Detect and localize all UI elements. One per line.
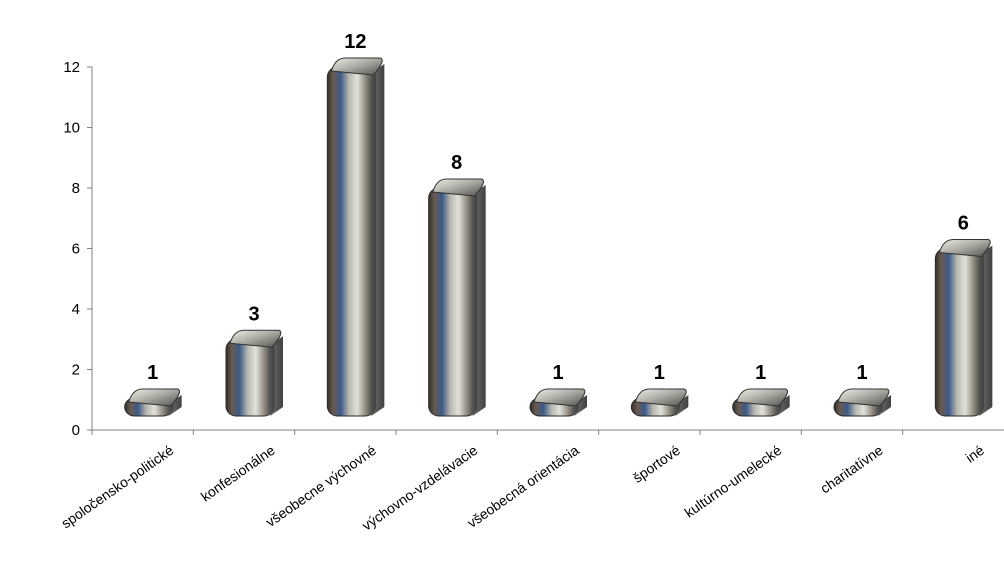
bar-body xyxy=(428,187,478,417)
bars-layer xyxy=(124,57,993,417)
bar-body xyxy=(225,338,275,417)
y-tick-label: 6 xyxy=(72,241,80,258)
bar-side xyxy=(168,395,182,416)
bar-side xyxy=(878,395,891,416)
labels-layer: 0 2 4 6 8 10 12 1 3 12 8 1 1 1 1 6 spoločensko-politické… xyxy=(58,31,987,534)
axis-layer xyxy=(87,66,1004,435)
category-label: charitatívne xyxy=(817,442,886,497)
bar-top xyxy=(634,388,687,407)
bar-side xyxy=(270,336,283,416)
bar-top xyxy=(837,388,890,407)
category-label: konfesionálne xyxy=(198,442,278,505)
bar-body xyxy=(934,248,984,417)
bar xyxy=(630,388,689,417)
bar xyxy=(428,178,486,417)
data-label: 6 xyxy=(958,213,969,235)
bar-top xyxy=(229,329,282,348)
data-label: 8 xyxy=(451,152,462,174)
bar xyxy=(124,388,182,417)
category-label: športové xyxy=(630,442,683,486)
bar-top xyxy=(938,239,991,258)
bar-body xyxy=(326,66,376,417)
y-tick-label: 4 xyxy=(72,301,80,318)
data-label: 12 xyxy=(344,31,366,53)
data-label: 1 xyxy=(856,362,867,384)
bar-side xyxy=(776,395,790,416)
bar-side xyxy=(979,245,993,416)
bar xyxy=(529,388,587,417)
bar-side xyxy=(371,64,385,416)
y-tick-label: 8 xyxy=(72,180,80,197)
bar-top xyxy=(330,57,383,76)
category-label: spoločensko-politické xyxy=(58,442,176,532)
bar-side xyxy=(472,185,486,416)
category-label: iné xyxy=(963,442,988,466)
bar-side xyxy=(675,395,689,416)
bar-top xyxy=(533,388,586,407)
category-label: všeobecne výchovné xyxy=(263,442,379,530)
bar-side xyxy=(574,395,587,416)
data-label: 3 xyxy=(248,303,259,325)
bar xyxy=(326,57,385,417)
data-label: 1 xyxy=(755,362,766,384)
y-tick-label: 10 xyxy=(63,120,80,137)
bar xyxy=(732,388,790,417)
bar xyxy=(833,388,891,417)
bar-top xyxy=(736,388,788,407)
y-tick-label: 2 xyxy=(72,362,80,379)
data-label: 1 xyxy=(654,362,665,384)
category-label: kultúrno-umelecké xyxy=(681,442,784,521)
bar xyxy=(225,329,283,417)
bar-top xyxy=(432,178,484,197)
bar-top xyxy=(128,388,180,407)
y-tick-label: 12 xyxy=(63,59,80,76)
data-label: 1 xyxy=(147,362,158,384)
data-label: 1 xyxy=(552,362,563,384)
bar xyxy=(934,239,993,417)
y-tick-label: 0 xyxy=(72,422,80,439)
category-label: všeobecná orientácia xyxy=(464,442,582,531)
